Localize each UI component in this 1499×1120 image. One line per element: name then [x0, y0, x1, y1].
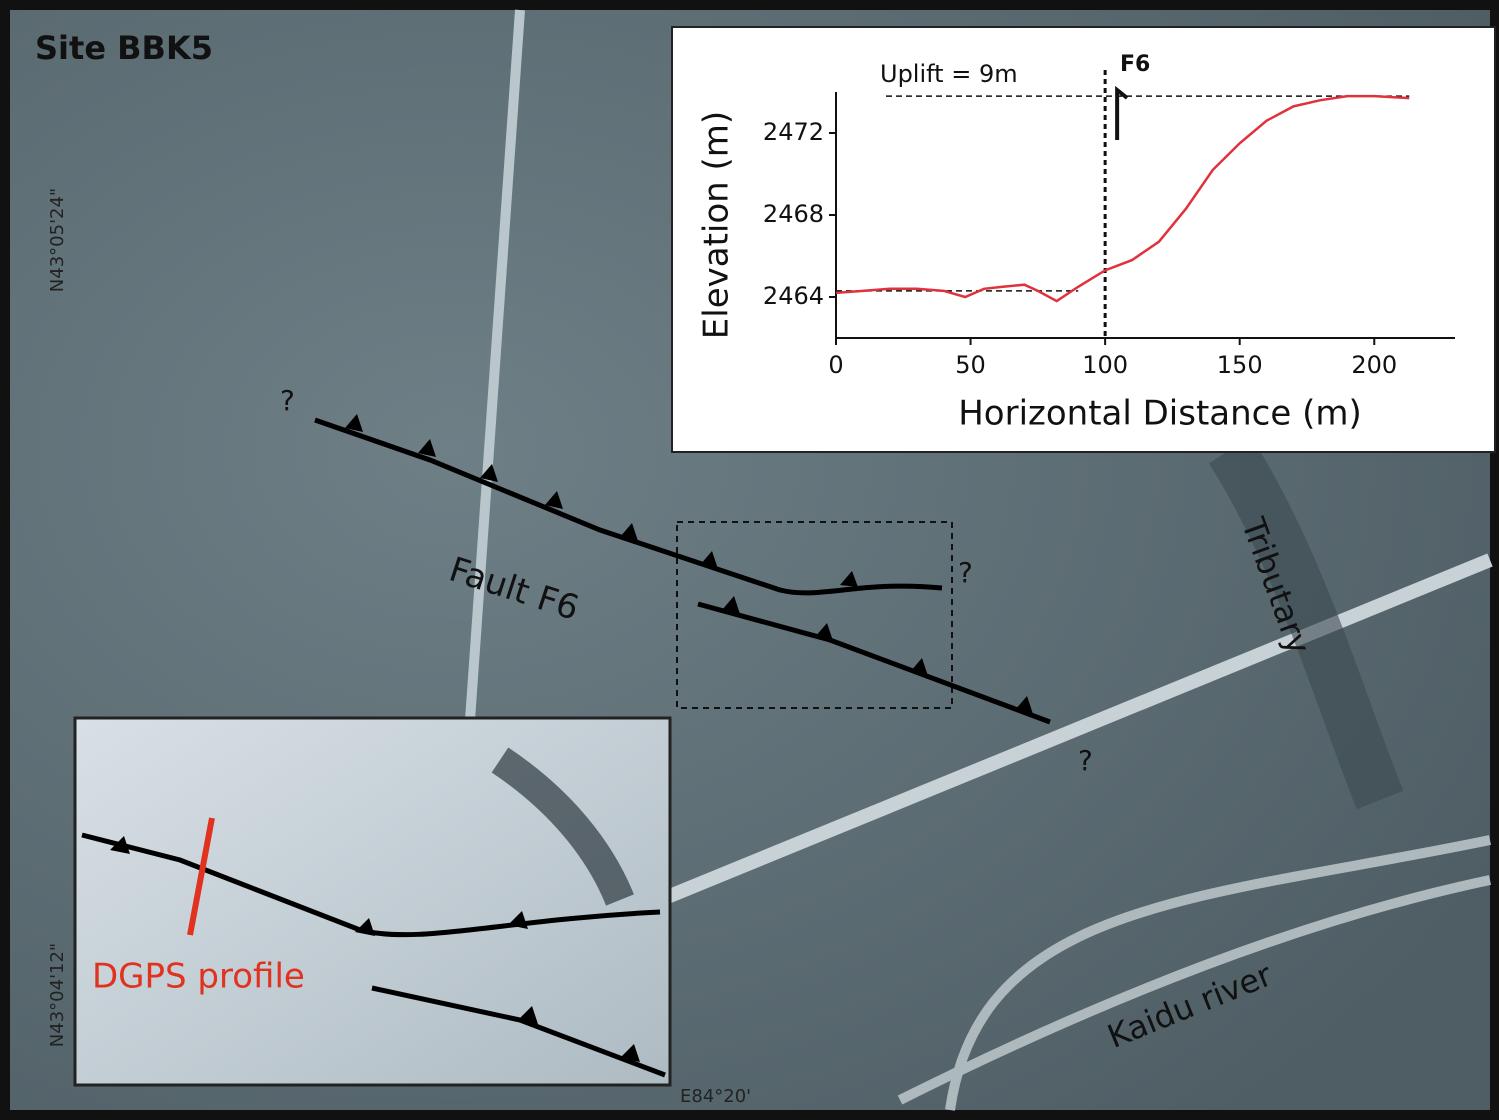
profile-line — [835, 94, 1410, 303]
fault-annotation: F6 — [1120, 52, 1150, 77]
fault-symbol — [1115, 85, 1129, 140]
x-tick-label: 200 — [1351, 351, 1397, 379]
road — [657, 553, 1493, 907]
site-title: Site BBK5 — [35, 29, 213, 67]
uplift-annotation: Uplift = 9m — [880, 60, 1018, 88]
road — [465, 9, 525, 721]
inset-extent — [676, 521, 953, 709]
x-tick-label: 100 — [1082, 351, 1128, 379]
coordinate-label: N43°04'12" — [47, 943, 68, 1047]
query-mark: ? — [280, 384, 295, 417]
chart-panel — [671, 26, 1496, 453]
x-tick-label: 150 — [1217, 351, 1263, 379]
fault-trace — [314, 417, 943, 596]
coordinate-label: E84°20' — [680, 1086, 751, 1107]
x-axis-label: Horizontal Distance (m) — [958, 394, 1362, 434]
inset-map: DGPS profile — [73, 716, 672, 1087]
y-axis-label: Elevation (m) — [697, 111, 737, 339]
query-mark: ? — [1078, 744, 1093, 777]
river-channel — [897, 835, 1492, 1111]
y-tick-label: 2468 — [763, 200, 824, 228]
y-tick-label: 2464 — [763, 282, 824, 310]
x-tick-label: 50 — [955, 351, 986, 379]
x-tick-label: 0 — [828, 351, 843, 379]
thrust-teeth — [345, 414, 1033, 714]
query-mark: ? — [958, 556, 973, 589]
coordinate-label: N43°05'24" — [47, 188, 68, 292]
y-tick-label: 2472 — [763, 118, 824, 146]
tributary-valley — [1208, 436, 1404, 810]
profile-label: DGPS profile — [92, 957, 305, 997]
